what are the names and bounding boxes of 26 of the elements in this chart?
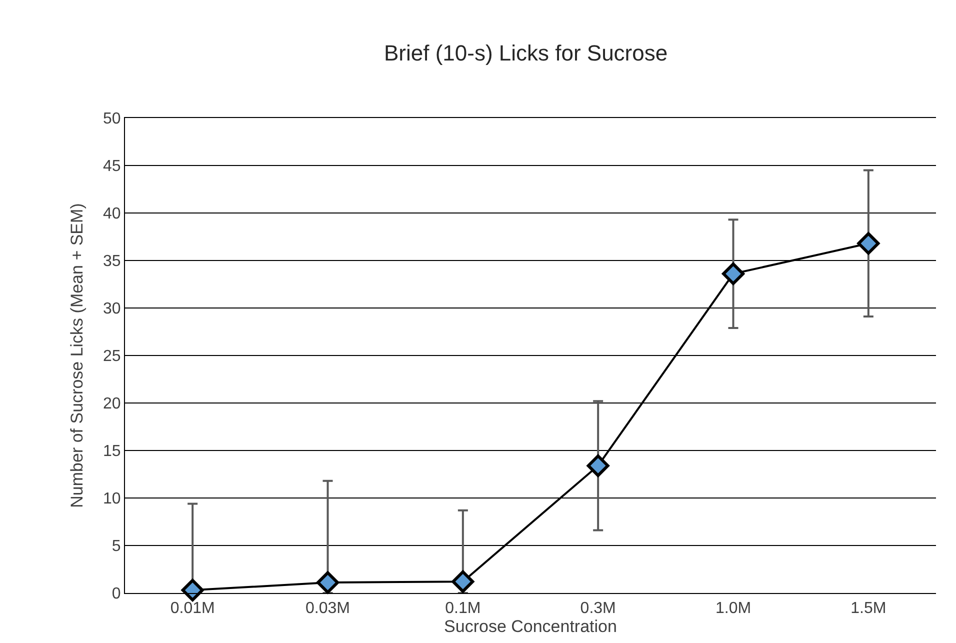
x-tick-label: 0.3M [580, 600, 616, 618]
point [722, 262, 744, 286]
y-tick-label: 50 [103, 110, 121, 128]
y-tick-label: 25 [103, 348, 121, 366]
point [181, 578, 204, 602]
point [452, 570, 474, 593]
point [857, 232, 880, 255]
x-tick-label: 0.01M [170, 600, 215, 618]
point [586, 454, 610, 477]
x-tick-label: 1.5M [850, 600, 886, 618]
y-tick-label: 45 [103, 158, 121, 176]
y-tick-label: 10 [103, 490, 121, 508]
y-tick-label: 40 [103, 206, 121, 223]
y-tick-label: 0 [112, 586, 121, 603]
x-axis-title: Sucrose Concentration [444, 617, 617, 636]
y-tick-label: 5 [112, 538, 121, 556]
y-tick-label: 15 [103, 443, 121, 460]
y-axis-title: Number of Sucrose Licks (Mean + SEM) [68, 203, 87, 508]
point [316, 571, 339, 594]
y-tick-label: 35 [103, 253, 121, 270]
y-tick-label: 30 [103, 300, 121, 318]
y-tick-label: 20 [103, 396, 121, 413]
x-tick-label: 0.03M [306, 600, 350, 618]
chart-title: Brief (10-s) Licks for Sucrose [384, 40, 668, 66]
x-tick-label: 1.0M [715, 600, 752, 618]
x-tick-label: 0.1M [445, 600, 481, 618]
